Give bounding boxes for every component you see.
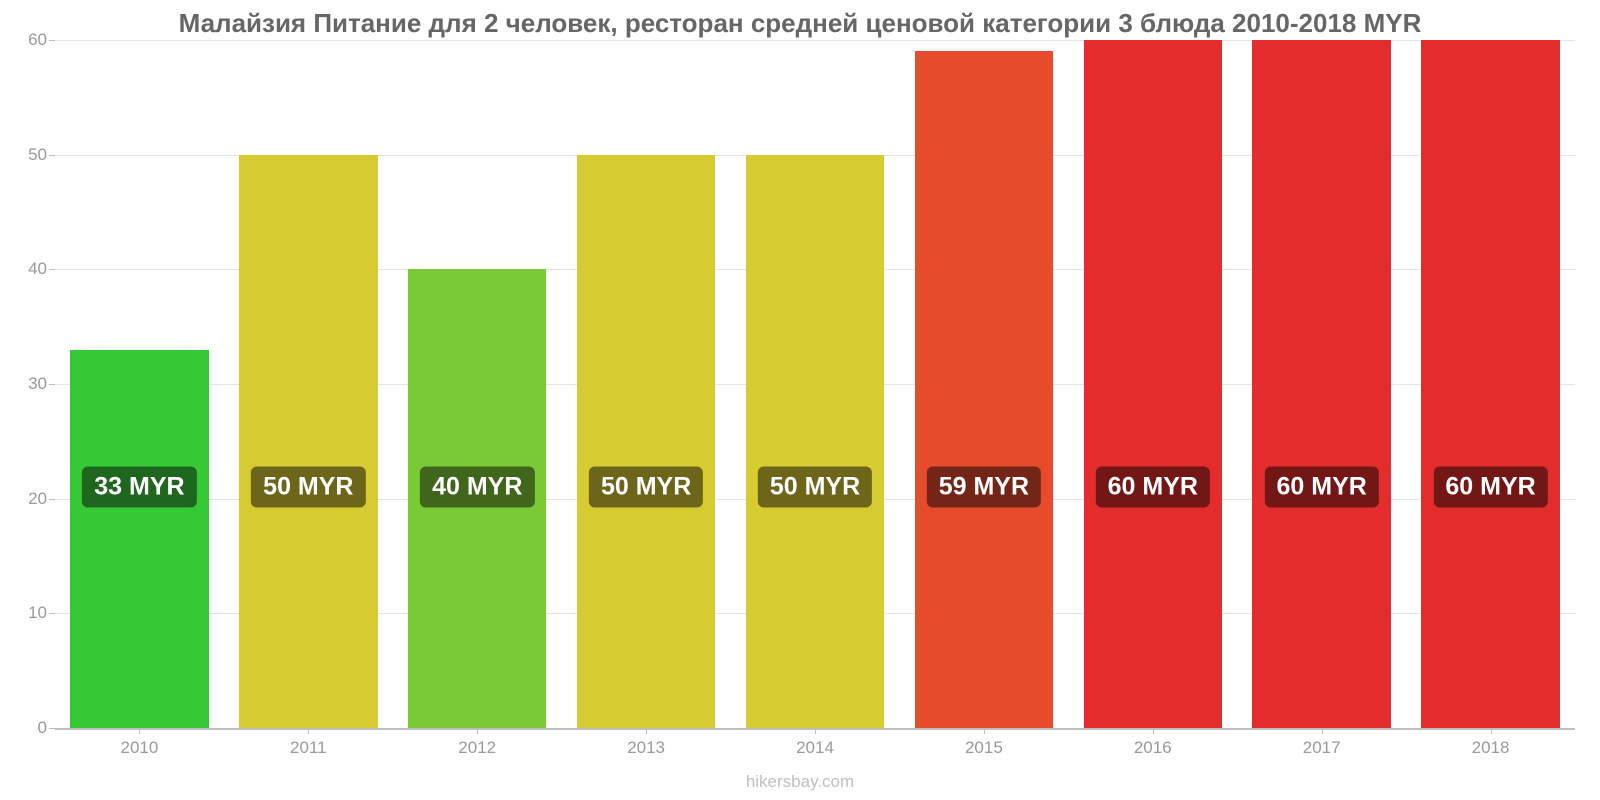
- bar: [1421, 40, 1559, 728]
- x-axis-label: 2012: [458, 738, 496, 758]
- bar-value-label: 50 MYR: [758, 467, 872, 508]
- x-axis-label: 2018: [1472, 738, 1510, 758]
- bar-value-label: 33 MYR: [82, 467, 196, 508]
- x-axis-label: 2017: [1303, 738, 1341, 758]
- bar-value-label: 50 MYR: [251, 467, 365, 508]
- x-axis-label: 2014: [796, 738, 834, 758]
- bar: [70, 350, 208, 728]
- bar: [1084, 40, 1222, 728]
- bar: [746, 155, 884, 728]
- y-axis-label: 10: [28, 603, 47, 623]
- bar-value-label: 50 MYR: [589, 467, 703, 508]
- x-tick: [646, 728, 647, 734]
- y-axis-label: 0: [38, 718, 47, 738]
- bar: [239, 155, 377, 728]
- bar-value-label: 40 MYR: [420, 467, 534, 508]
- x-axis-label: 2016: [1134, 738, 1172, 758]
- x-tick: [1153, 728, 1154, 734]
- y-tick: [49, 40, 55, 41]
- bar: [577, 155, 715, 728]
- x-axis-label: 2010: [121, 738, 159, 758]
- y-tick: [49, 728, 55, 729]
- bar: [915, 51, 1053, 728]
- attribution-text: hikersbay.com: [0, 772, 1600, 792]
- bar-value-label: 59 MYR: [927, 467, 1041, 508]
- y-tick: [49, 384, 55, 385]
- y-axis-label: 40: [28, 259, 47, 279]
- x-tick: [815, 728, 816, 734]
- x-axis-label: 2011: [290, 738, 327, 758]
- plot-area: 010203040506033 MYR201050 MYR201140 MYR2…: [55, 40, 1575, 730]
- chart-title: Малайзия Питание для 2 человек, ресторан…: [0, 8, 1600, 39]
- x-axis-label: 2013: [627, 738, 665, 758]
- x-tick: [308, 728, 309, 734]
- x-tick: [984, 728, 985, 734]
- y-tick: [49, 269, 55, 270]
- x-tick: [1491, 728, 1492, 734]
- bar-value-label: 60 MYR: [1096, 467, 1210, 508]
- x-tick: [139, 728, 140, 734]
- y-axis-label: 50: [28, 145, 47, 165]
- y-tick: [49, 613, 55, 614]
- bar: [1252, 40, 1390, 728]
- y-axis-label: 30: [28, 374, 47, 394]
- y-tick: [49, 155, 55, 156]
- x-tick: [1322, 728, 1323, 734]
- price-bar-chart: Малайзия Питание для 2 человек, ресторан…: [0, 0, 1600, 800]
- y-axis-label: 20: [28, 489, 47, 509]
- y-axis-label: 60: [28, 30, 47, 50]
- bar-value-label: 60 MYR: [1265, 467, 1379, 508]
- bar-value-label: 60 MYR: [1433, 467, 1547, 508]
- x-tick: [477, 728, 478, 734]
- y-tick: [49, 499, 55, 500]
- x-axis-label: 2015: [965, 738, 1003, 758]
